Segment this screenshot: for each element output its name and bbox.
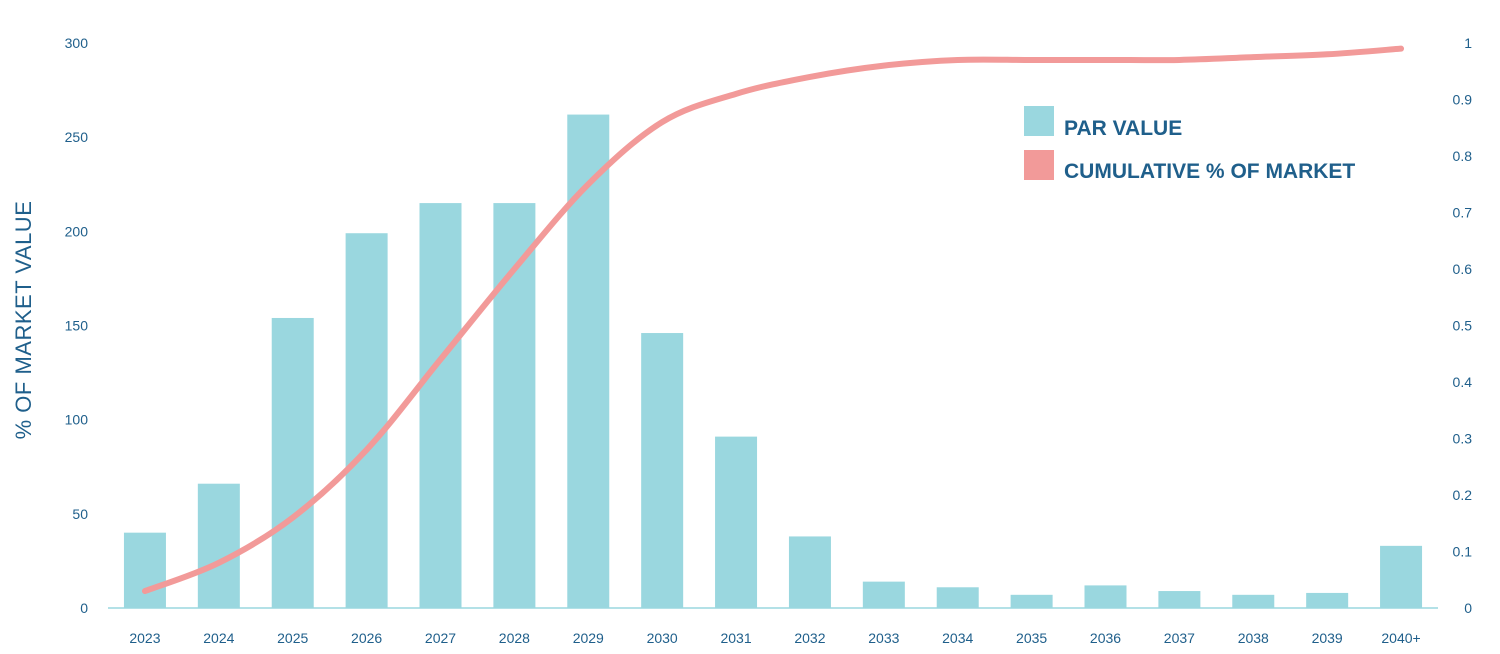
bar-2027	[419, 203, 462, 609]
y2-tick-label: 0.5	[1453, 318, 1473, 334]
x-tick-label: 2032	[794, 630, 825, 646]
bar-2023	[123, 532, 166, 608]
x-tick-label: 2038	[1238, 630, 1269, 646]
line-layer	[141, 45, 1405, 595]
bar-2039	[1306, 592, 1349, 608]
x-tick-label: 2023	[129, 630, 160, 646]
y-tick-label: 200	[65, 223, 89, 239]
bar-2029	[567, 114, 610, 609]
legend-label-par-value: PAR VALUE	[1064, 117, 1182, 140]
bar-2031	[715, 436, 758, 608]
legend: PAR VALUE CUMULATIVE % OF MARKET	[1024, 106, 1355, 183]
bar-2028	[493, 203, 536, 609]
x-tick-label: 2037	[1164, 630, 1195, 646]
right-axis-ticks: 0 0.1 0.2 0.3 0.4 0.5 0.6 0.7 0.8 0.9 1	[1453, 35, 1473, 616]
y2-tick-label: 0.3	[1453, 431, 1473, 447]
x-axis-ticks: 2023 2024 2025 2026 2027 2028 2029 2030 2031 2032…	[129, 630, 1420, 646]
x-tick-label: 2027	[425, 630, 456, 646]
x-tick-label: 2036	[1090, 630, 1121, 646]
y-tick-label: 150	[65, 318, 89, 334]
bar-2025	[271, 317, 314, 608]
y-tick-label: 250	[65, 129, 89, 145]
left-axis-ticks: 0 50 100 150 200 250 300	[65, 35, 89, 616]
y-tick-label: 50	[72, 506, 88, 522]
cumulative-line	[141, 45, 1405, 595]
y2-tick-label: 0.8	[1453, 148, 1473, 164]
bar-2032	[788, 536, 831, 608]
legend-label-cumulative: CUMULATIVE % OF MARKET	[1064, 160, 1355, 183]
bar-2033	[862, 581, 905, 608]
y2-tick-label: 0.4	[1453, 374, 1473, 390]
x-tick-label: 2039	[1312, 630, 1343, 646]
x-tick-label: 2025	[277, 630, 308, 646]
bar-2030	[641, 333, 684, 608]
bar-2026	[345, 233, 388, 608]
y2-tick-label: 0.7	[1453, 205, 1473, 221]
bar-2036	[1084, 585, 1127, 608]
y2-tick-label: 0.6	[1453, 261, 1473, 277]
bar-2040+	[1380, 545, 1423, 608]
x-tick-label: 2034	[942, 630, 973, 646]
x-tick-label: 2028	[499, 630, 530, 646]
x-tick-label: 2035	[1016, 630, 1047, 646]
y2-tick-label: 1	[1464, 35, 1472, 51]
bar-2024	[197, 483, 240, 608]
bar-2035	[1010, 594, 1053, 608]
x-tick-label: 2040+	[1381, 630, 1420, 646]
x-tick-label: 2030	[647, 630, 678, 646]
bar-2038	[1232, 594, 1275, 608]
y-axis-label: % OF MARKET VALUE	[11, 201, 36, 440]
x-tick-label: 2031	[720, 630, 751, 646]
bar-2037	[1158, 591, 1201, 608]
y2-tick-label: 0.9	[1453, 92, 1473, 108]
y-tick-label: 0	[80, 600, 88, 616]
y2-tick-label: 0	[1464, 600, 1472, 616]
bar-2034	[936, 587, 979, 608]
x-tick-label: 2026	[351, 630, 382, 646]
y2-tick-label: 0.2	[1453, 487, 1473, 503]
legend-swatch-par-value	[1024, 106, 1054, 136]
legend-swatch-cumulative	[1024, 150, 1054, 180]
bars-layer	[123, 114, 1423, 609]
y2-tick-label: 0.1	[1453, 544, 1473, 560]
x-tick-label: 2029	[573, 630, 604, 646]
x-tick-label: 2033	[868, 630, 899, 646]
y-tick-label: 100	[65, 412, 89, 428]
x-tick-label: 2024	[203, 630, 234, 646]
y-tick-label: 300	[65, 35, 89, 51]
